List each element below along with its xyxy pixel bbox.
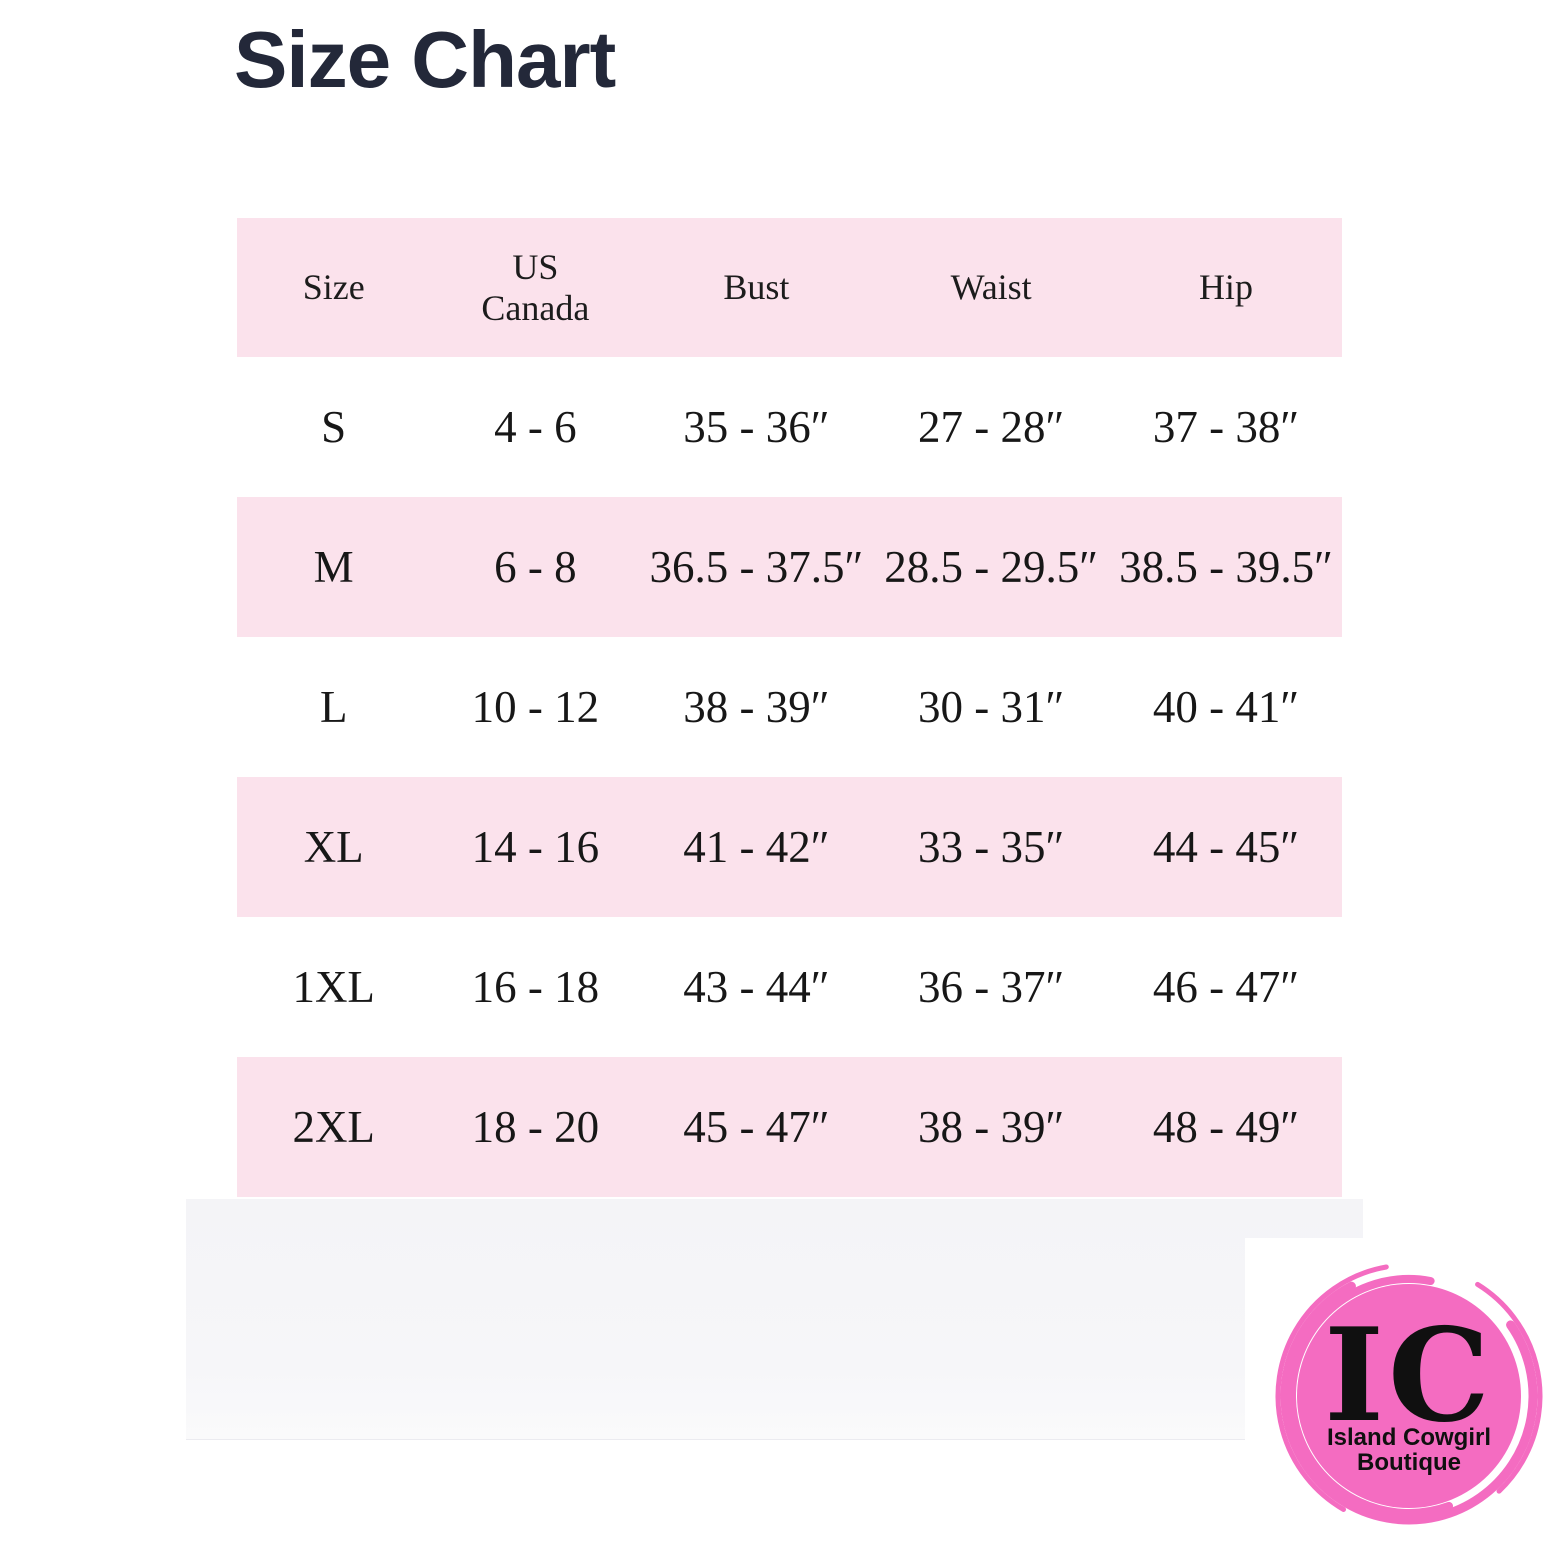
waist-cell: 30 - 31″ <box>918 681 1065 732</box>
bust-cell: 41 - 42″ <box>683 821 830 872</box>
background-shadow-band <box>186 1199 1363 1440</box>
page-title: Size Chart <box>234 15 616 104</box>
waist-cell: 28.5 - 29.5″ <box>884 541 1098 592</box>
bust-cell: 43 - 44″ <box>683 961 830 1012</box>
size-cell: 1XL <box>292 961 375 1012</box>
hip-cell: 40 - 41″ <box>1152 681 1300 732</box>
header-bust: Bust <box>723 267 790 308</box>
hip-cell: 46 - 47″ <box>1152 961 1300 1012</box>
waist-cell: 38 - 39″ <box>918 1101 1065 1152</box>
waist-cell: 27 - 28″ <box>918 401 1065 452</box>
bust-cell: 36.5 - 37.5″ <box>649 541 864 592</box>
brand-logo-panel: IC Island Cowgirl Boutique <box>1245 1238 1549 1549</box>
size-chart-table: Size US Canada Bust Waist Hip S 4 - 6 35… <box>237 218 1342 1197</box>
header-waist: Waist <box>950 267 1032 308</box>
logo-monogram: IC <box>1324 1301 1494 1451</box>
size-cell: M <box>313 541 354 592</box>
us-canada-cell: 6 - 8 <box>494 541 577 592</box>
table-row: XL 14 - 16 41 - 42″ 33 - 35″ 44 - 45″ <box>237 777 1342 917</box>
hip-cell: 38.5 - 39.5″ <box>1119 541 1333 592</box>
header-us-canada: US Canada <box>481 247 590 328</box>
hip-cell: 48 - 49″ <box>1152 1101 1300 1152</box>
island-cowgirl-boutique-logo: IC Island Cowgirl Boutique <box>1275 1262 1543 1530</box>
brush-ring-outermost <box>1275 1262 1543 1530</box>
us-canada-cell: 4 - 6 <box>494 401 577 452</box>
size-cell: S <box>321 401 347 452</box>
bust-cell: 45 - 47″ <box>683 1101 830 1152</box>
waist-cell: 33 - 35″ <box>918 821 1065 872</box>
size-cell: XL <box>303 821 364 872</box>
table-header-row: Size US Canada Bust Waist Hip <box>237 218 1342 357</box>
size-cell: L <box>319 681 348 732</box>
waist-cell: 36 - 37″ <box>918 961 1065 1012</box>
hip-cell: 44 - 45″ <box>1152 821 1300 872</box>
logo-circle <box>1297 1284 1521 1508</box>
us-canada-cell: 16 - 18 <box>471 961 600 1012</box>
header-size: Size <box>302 267 365 308</box>
table-row: 2XL 18 - 20 45 - 47″ 38 - 39″ 48 - 49″ <box>237 1057 1342 1197</box>
hip-cell: 37 - 38″ <box>1152 401 1300 452</box>
logo-name-line2: Boutique <box>1357 1449 1461 1476</box>
table-row: M 6 - 8 36.5 - 37.5″ 28.5 - 29.5″ 38.5 -… <box>237 497 1342 637</box>
us-canada-cell: 14 - 16 <box>471 821 600 872</box>
brush-ring-outer <box>1280 1267 1538 1525</box>
bust-cell: 35 - 36″ <box>683 401 830 452</box>
size-cell: 2XL <box>292 1101 375 1152</box>
table-row: L 10 - 12 38 - 39″ 30 - 31″ 40 - 41″ <box>237 637 1342 777</box>
us-canada-cell: 18 - 20 <box>471 1101 600 1152</box>
logo-name-line1: Island Cowgirl <box>1327 1424 1491 1451</box>
table-row: S 4 - 6 35 - 36″ 27 - 28″ 37 - 38″ <box>237 357 1342 497</box>
bust-cell: 38 - 39″ <box>683 681 830 732</box>
table-row: 1XL 16 - 18 43 - 44″ 36 - 37″ 46 - 47″ <box>237 917 1342 1057</box>
header-hip: Hip <box>1198 267 1253 308</box>
brush-ring-inner <box>1288 1275 1530 1517</box>
us-canada-cell: 10 - 12 <box>471 681 600 732</box>
